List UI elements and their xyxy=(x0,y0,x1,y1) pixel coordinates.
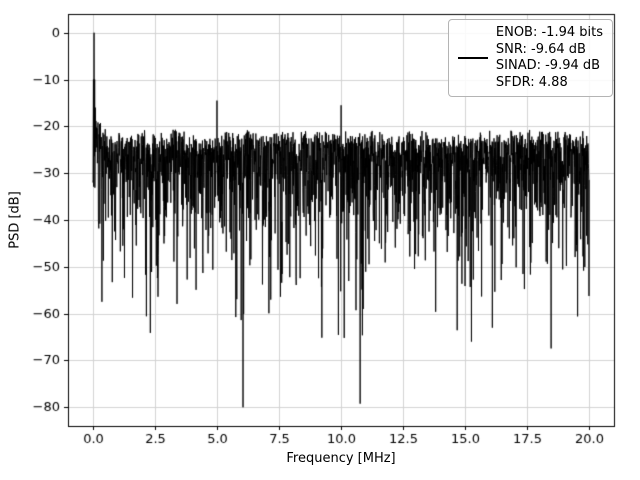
legend-entry-enob: ENOB: -1.94 bits xyxy=(495,25,603,40)
x-axis-label: Frequency [MHz] xyxy=(286,451,396,466)
legend-entry-sinad: SINAD: -9.94 dB xyxy=(495,58,601,73)
legend-entries: ENOB: -1.94 bits SNR: -9.64 dB SINAD: -9… xyxy=(496,25,603,91)
y-axis-label: PSD [dB] xyxy=(7,191,23,249)
legend-entry-snr: SNR: -9.64 dB xyxy=(495,41,586,57)
legend-entry-sfdr: SFDR: 4.88 xyxy=(495,74,568,90)
legend-line-sample xyxy=(457,57,488,59)
legend: ENOB: -1.94 bits SNR: -9.64 dB SINAD: -9… xyxy=(447,19,613,97)
